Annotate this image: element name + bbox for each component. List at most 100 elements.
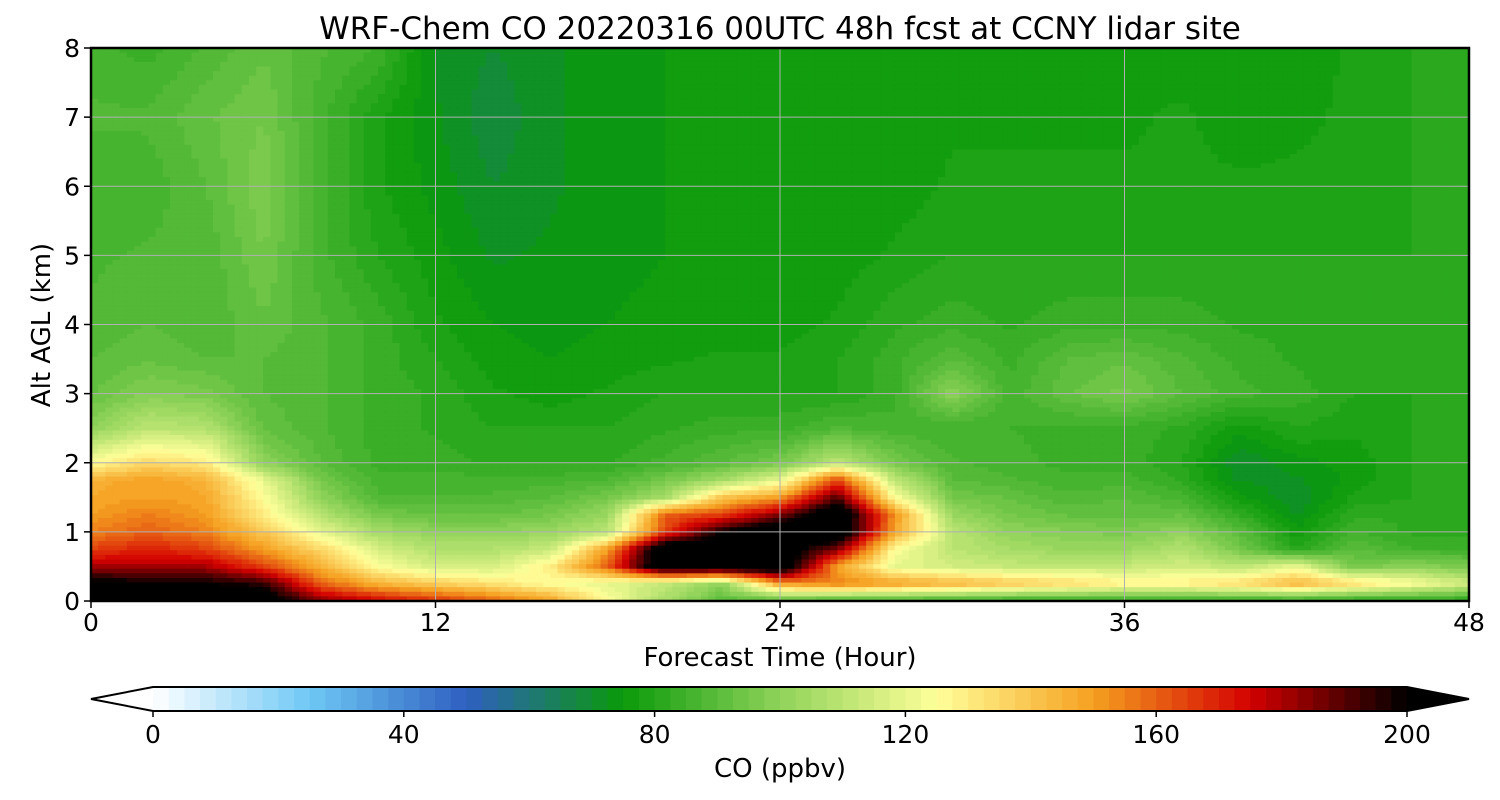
heat-cell bbox=[1009, 52, 1018, 58]
heat-cell bbox=[370, 52, 379, 58]
heat-cell bbox=[213, 107, 221, 114]
heat-cell bbox=[1052, 94, 1061, 100]
heat-cell bbox=[823, 66, 831, 72]
heat-cell bbox=[1181, 98, 1190, 104]
heat-cell bbox=[1174, 61, 1183, 68]
heat-cell bbox=[500, 52, 508, 58]
heat-cell bbox=[485, 121, 494, 127]
heat-cell bbox=[923, 117, 932, 123]
heat-cell bbox=[1074, 121, 1083, 127]
heat-cell bbox=[708, 140, 717, 146]
heat-cell bbox=[715, 117, 724, 123]
heat-cell bbox=[378, 107, 386, 114]
heat-cell bbox=[672, 153, 681, 160]
heat-cell bbox=[535, 66, 544, 72]
heat-cell bbox=[363, 98, 372, 104]
heat-cell bbox=[442, 66, 451, 72]
heat-cell bbox=[657, 84, 666, 91]
heat-cell bbox=[629, 94, 638, 100]
heat-cell bbox=[880, 98, 889, 104]
heat-cell bbox=[858, 135, 867, 141]
heat-cell bbox=[119, 163, 128, 169]
heat-cell bbox=[579, 140, 587, 146]
heat-cell bbox=[1138, 112, 1147, 118]
heat-cell bbox=[787, 121, 795, 127]
heat-cell bbox=[406, 48, 415, 54]
heat-cell bbox=[356, 84, 365, 91]
heat-cell bbox=[349, 89, 358, 95]
heat-cell bbox=[1031, 98, 1039, 104]
heat-cell bbox=[837, 52, 846, 58]
heat-cell bbox=[205, 98, 214, 104]
heat-cell bbox=[1016, 61, 1025, 68]
heat-cell bbox=[902, 89, 910, 95]
heat-cell bbox=[643, 71, 652, 77]
heat-cell bbox=[449, 61, 458, 68]
heat-cell bbox=[1361, 71, 1370, 77]
heat-cell bbox=[220, 66, 228, 72]
heat-cell bbox=[356, 130, 365, 137]
heat-cell bbox=[478, 71, 487, 77]
heat-cell bbox=[1232, 140, 1240, 146]
heat-cell bbox=[263, 117, 272, 123]
heat-cell bbox=[1138, 80, 1147, 86]
heat-cell bbox=[708, 121, 717, 127]
heat-cell bbox=[1346, 66, 1355, 72]
heat-cell bbox=[485, 158, 494, 164]
heat-cell bbox=[980, 144, 989, 150]
heat-cell bbox=[1296, 158, 1305, 164]
heat-cell bbox=[464, 121, 472, 127]
heat-cell bbox=[521, 66, 530, 72]
heat-cell bbox=[1440, 153, 1449, 160]
heat-cell bbox=[198, 89, 207, 95]
heat-cell bbox=[1224, 140, 1233, 146]
heat-cell bbox=[1253, 135, 1262, 141]
heat-cell bbox=[399, 94, 408, 100]
heat-cell bbox=[134, 130, 142, 137]
heat-cell bbox=[1167, 135, 1176, 141]
heat-cell bbox=[1454, 153, 1463, 160]
heat-cell bbox=[234, 140, 243, 146]
heat-cell bbox=[363, 126, 372, 132]
heat-cell bbox=[1289, 153, 1298, 160]
heat-cell bbox=[1124, 84, 1133, 91]
heat-cell bbox=[1110, 94, 1118, 100]
heat-cell bbox=[421, 144, 429, 150]
heat-cell bbox=[327, 130, 336, 137]
heat-cell bbox=[148, 117, 157, 123]
heat-cell bbox=[500, 94, 508, 100]
heat-cell bbox=[1217, 84, 1226, 91]
heat-cell bbox=[1067, 75, 1075, 81]
heat-cell bbox=[1016, 66, 1025, 72]
heat-cell bbox=[363, 75, 372, 81]
heat-cell bbox=[1016, 57, 1025, 63]
heat-cell bbox=[220, 158, 228, 164]
heat-cell bbox=[959, 103, 968, 109]
heat-cell bbox=[428, 61, 437, 68]
heat-cell bbox=[693, 94, 702, 100]
heat-cell bbox=[492, 80, 501, 86]
heat-cell bbox=[1454, 135, 1463, 141]
heat-cell bbox=[1239, 126, 1248, 132]
heat-cell bbox=[1224, 94, 1233, 100]
heat-cell bbox=[980, 112, 989, 118]
heat-cell bbox=[406, 103, 415, 109]
heat-cell bbox=[313, 48, 322, 54]
heat-cell bbox=[1167, 144, 1176, 150]
heat-cell bbox=[557, 48, 566, 54]
heat-cell bbox=[823, 117, 831, 123]
heat-cell bbox=[464, 75, 472, 81]
heat-cell bbox=[191, 80, 200, 86]
heat-cell bbox=[593, 94, 602, 100]
heat-cell bbox=[1167, 94, 1176, 100]
heat-cell bbox=[277, 130, 286, 137]
heat-cell bbox=[1282, 117, 1291, 123]
heat-cell bbox=[579, 163, 587, 169]
heat-cell bbox=[1303, 84, 1312, 91]
heat-cell bbox=[370, 140, 379, 146]
heat-cell bbox=[535, 163, 544, 169]
heat-cell bbox=[313, 153, 322, 160]
heat-cell bbox=[349, 48, 358, 54]
heat-cell bbox=[787, 48, 795, 54]
heat-cell bbox=[1447, 80, 1456, 86]
